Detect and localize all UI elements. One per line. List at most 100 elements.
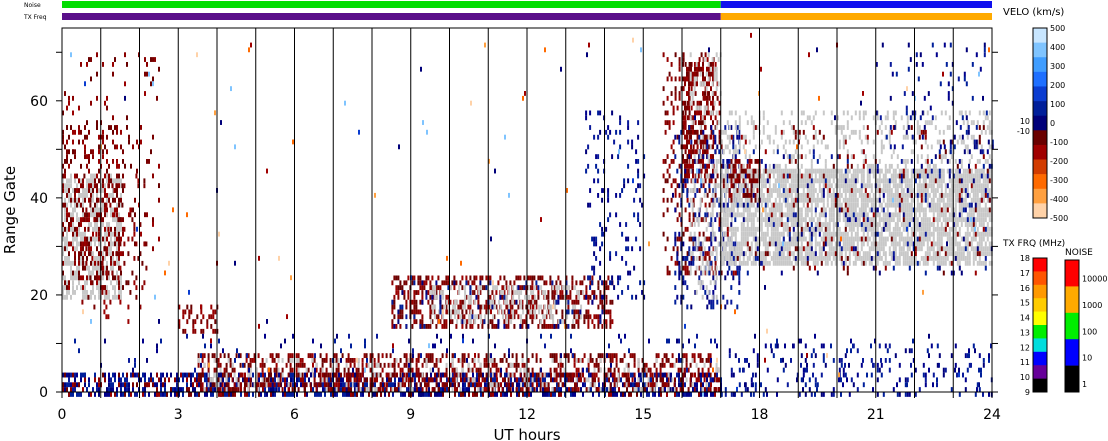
data-cell [118,163,120,169]
data-cell [206,372,208,378]
data-cell [509,309,512,315]
data-cell [730,125,733,130]
data-cell [691,207,694,213]
data-cell [90,212,92,218]
data-cell [564,392,566,397]
data-cell [699,358,702,363]
data-cell [664,129,667,135]
data-cell [495,372,498,378]
data-cell [674,52,677,58]
data-cell [84,265,86,271]
data-cell [376,372,378,378]
data-cell [467,280,470,286]
data-cell [472,392,474,397]
data-cell [393,362,396,368]
data-cell [700,183,703,189]
data-cell [342,377,344,383]
data-cell [692,217,695,223]
data-cell [86,236,88,242]
data-cell [84,197,86,203]
data-cell [96,217,98,223]
data-cell [673,362,676,368]
data-cell [101,197,104,203]
data-cell [716,95,719,101]
data-cell [593,324,596,329]
data-cell [691,202,694,208]
data-cell [219,387,222,392]
data-cell [490,353,492,359]
data-cell [440,372,442,378]
data-cell [86,212,88,218]
data-cell [407,290,410,295]
data-cell [74,387,76,392]
data-cell [546,309,549,315]
data-cell [210,382,212,388]
data-cell [419,319,422,325]
data-cell [627,178,630,184]
data-cell [694,236,697,242]
data-cell [68,260,70,266]
data-cell [670,62,673,67]
data-cell [286,382,288,388]
data-cell [70,193,72,198]
data-cell [300,377,302,383]
data-cell [499,372,502,378]
data-cell [89,202,92,208]
data-cell [84,260,86,266]
data-cell [688,173,690,179]
data-cell [404,392,406,397]
data-cell [319,372,322,378]
data-cell [710,358,712,363]
data-cell [118,377,120,383]
data-cell [108,387,110,392]
data-cell [268,387,270,392]
data-cell [482,372,484,378]
data-cell [674,207,677,213]
data-cell [702,382,704,388]
data-cell [80,163,82,169]
data-cell [170,392,172,397]
data-cell [507,377,510,383]
data-cell [443,372,446,378]
data-cell [467,377,470,383]
data-cell [70,226,72,232]
data-cell [547,382,550,388]
data-cell [224,392,226,397]
data-cell [401,290,404,295]
data-cell [98,231,100,237]
data-cell [477,387,480,392]
data-cell [340,382,342,388]
data-cell [611,358,614,363]
data-cell [120,226,122,232]
data-cell [92,290,94,295]
data-cell [154,392,156,397]
data-cell [684,125,686,130]
data-cell [420,387,422,392]
data-cell [66,212,68,218]
data-cell [82,236,84,242]
data-cell [386,377,388,383]
data-cell [78,231,80,237]
data-cell [94,178,96,184]
data-cell [564,382,566,388]
data-cell [593,382,596,388]
data-cell [485,362,488,368]
data-cell [402,372,404,378]
data-cell [403,280,406,286]
data-cell [379,382,382,388]
data-cell [555,377,558,383]
data-cell [738,129,741,135]
data-cell [481,319,484,325]
data-cell [641,202,644,208]
data-cell [706,149,708,155]
data-cell [197,358,200,363]
data-cell [120,285,122,291]
data-cell [605,294,608,300]
data-cell [108,178,110,184]
data-cell [435,314,438,320]
data-cell [567,304,570,310]
data-cell [468,392,470,397]
status-bars [62,1,992,20]
data-cell [433,362,436,368]
data-cell [676,202,679,208]
